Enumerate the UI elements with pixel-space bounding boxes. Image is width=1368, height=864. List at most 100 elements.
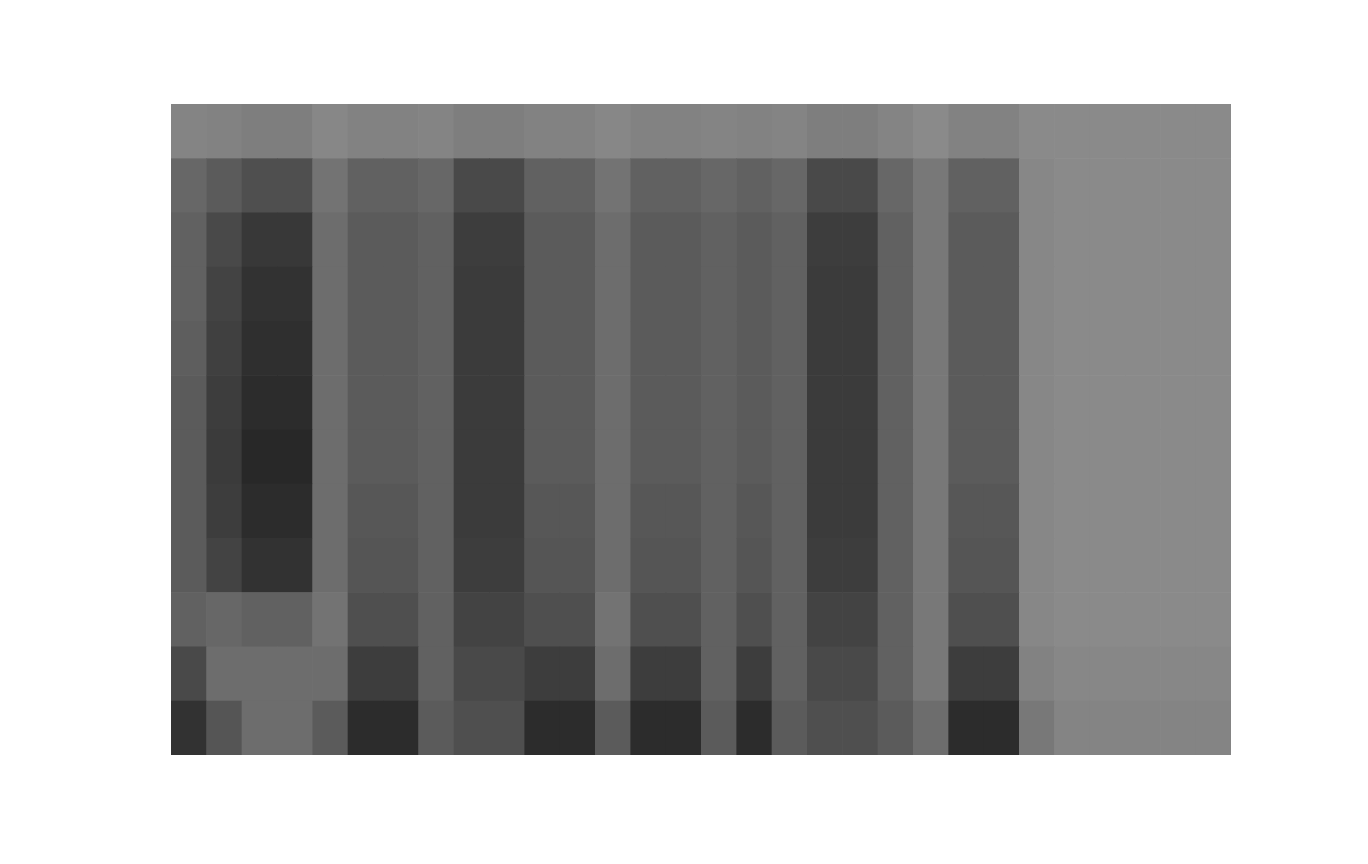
cell [984, 430, 1020, 485]
cell [1196, 484, 1231, 539]
cell [1160, 321, 1196, 376]
cell [913, 213, 949, 268]
cell [560, 538, 596, 593]
cell [630, 158, 666, 213]
cell [489, 267, 525, 322]
cell [984, 484, 1020, 539]
cell [1019, 701, 1055, 755]
cell [807, 104, 843, 159]
cell [242, 321, 278, 376]
cell [666, 158, 702, 213]
cell [595, 592, 631, 647]
cell [736, 592, 772, 647]
cell [418, 104, 454, 159]
cell [948, 321, 984, 376]
cell [948, 375, 984, 430]
cell [1054, 267, 1090, 322]
cell [878, 592, 914, 647]
cell [1125, 267, 1161, 322]
cell [807, 321, 843, 376]
cell [277, 321, 313, 376]
cell [242, 213, 278, 268]
cell [842, 592, 878, 647]
cell [383, 104, 419, 159]
cell [630, 430, 666, 485]
cell [1090, 647, 1126, 702]
cell [454, 104, 490, 159]
cell [1160, 104, 1196, 159]
cell [524, 538, 560, 593]
cell [454, 701, 490, 755]
cell [736, 321, 772, 376]
cell [171, 484, 207, 539]
cell [242, 647, 278, 702]
cell [206, 375, 242, 430]
cell [701, 592, 737, 647]
cell [171, 430, 207, 485]
cell [383, 375, 419, 430]
cell [913, 538, 949, 593]
cell [242, 484, 278, 539]
cell [1054, 538, 1090, 593]
cell [242, 158, 278, 213]
cell [595, 430, 631, 485]
cell [489, 701, 525, 755]
cell [1019, 375, 1055, 430]
cell [736, 104, 772, 159]
cell [242, 375, 278, 430]
cell [842, 158, 878, 213]
cell [736, 647, 772, 702]
cell [1090, 592, 1126, 647]
cell [524, 484, 560, 539]
cell [1019, 592, 1055, 647]
cell [489, 647, 525, 702]
cell [630, 484, 666, 539]
cell [1196, 592, 1231, 647]
cell [1196, 267, 1231, 322]
cell [948, 213, 984, 268]
cell [595, 484, 631, 539]
cell [206, 701, 242, 755]
cell [736, 267, 772, 322]
cell [206, 158, 242, 213]
cell [807, 647, 843, 702]
cell [1019, 158, 1055, 213]
cell [984, 375, 1020, 430]
cell [383, 592, 419, 647]
cell [772, 701, 808, 755]
cell [807, 267, 843, 322]
cell [948, 484, 984, 539]
cell [1090, 104, 1126, 159]
cell [842, 321, 878, 376]
cell [489, 375, 525, 430]
cell [701, 430, 737, 485]
cell [560, 592, 596, 647]
cell [348, 104, 384, 159]
cell [842, 267, 878, 322]
cell [772, 538, 808, 593]
cell [701, 104, 737, 159]
cell [948, 592, 984, 647]
cell [842, 538, 878, 593]
cell [348, 484, 384, 539]
cell [524, 158, 560, 213]
cell [1160, 647, 1196, 702]
cell [242, 701, 278, 755]
cell [1196, 701, 1231, 755]
cell [666, 321, 702, 376]
cell [242, 267, 278, 322]
cell [1090, 267, 1126, 322]
cell [948, 104, 984, 159]
cell [666, 647, 702, 702]
cell [595, 104, 631, 159]
cell [736, 430, 772, 485]
cell [1054, 321, 1090, 376]
cell [1125, 321, 1161, 376]
cell [772, 104, 808, 159]
cell [560, 213, 596, 268]
cell [418, 430, 454, 485]
cell [171, 104, 207, 159]
cell [878, 484, 914, 539]
cell [666, 430, 702, 485]
cell [348, 213, 384, 268]
